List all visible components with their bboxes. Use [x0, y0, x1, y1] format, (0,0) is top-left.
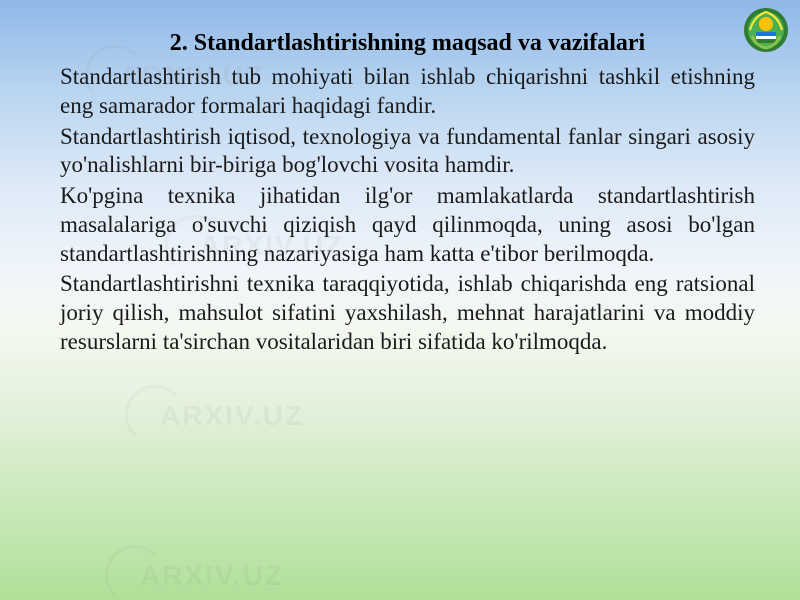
paragraph: Standartlashtirish iqtisod, texnologiya …	[60, 123, 755, 181]
paragraph: Ko'pgina texnika jihatidan ilg'or mamlak…	[60, 182, 755, 268]
slide-content: 2. Standartlashtirishning maqsad va vazi…	[60, 30, 755, 580]
slide-title: 2. Standartlashtirishning maqsad va vazi…	[60, 30, 755, 57]
paragraph: Standartlashtirishni texnika taraqqiyoti…	[60, 270, 755, 356]
paragraph: Standartlashtirish tub mohiyati bilan is…	[60, 63, 755, 121]
